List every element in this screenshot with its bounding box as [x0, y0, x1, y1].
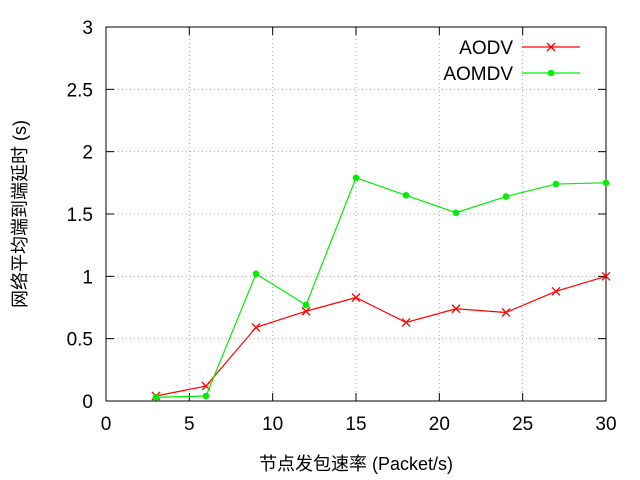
aodv-series-line [155, 275, 607, 397]
x-tick-label: 20 [429, 414, 450, 435]
axis-ticks: 0 5 10 15 20 25 30 0 0.5 1 1.5 2 2.5 3 [67, 18, 617, 435]
x-tick-label: 25 [512, 414, 533, 435]
aodv-data-point [551, 286, 561, 296]
aodv-legend-marker [546, 42, 556, 52]
x-tick-label: 0 [101, 414, 112, 435]
aodv-data-point [601, 271, 611, 281]
x-marker-stroke [501, 308, 511, 317]
aodv-data-point [351, 293, 361, 302]
x-marker-stroke [351, 293, 361, 302]
x-marker-stroke [546, 42, 556, 52]
series [151, 174, 611, 401]
aomdv-legend-label: AOMDV [443, 64, 513, 85]
x-marker-stroke [201, 381, 211, 391]
y-tick-label: 1 [82, 267, 93, 288]
x-tick-label: 15 [345, 414, 366, 435]
aomdv-data-point [452, 209, 460, 217]
x-marker-stroke [601, 271, 611, 281]
y-tick-label: 1.5 [67, 205, 93, 226]
aomdv-data-point [302, 301, 310, 309]
aodv-data-point [451, 304, 461, 314]
aodv-data-point [301, 306, 311, 316]
x-marker-stroke [451, 304, 461, 314]
aomdv-data-point [602, 179, 610, 187]
x-marker-stroke [251, 322, 261, 332]
aomdv-data-point [202, 392, 210, 400]
aodv-data-point [501, 308, 511, 317]
y-axis-label: 网络平均端到端延时 (s) [10, 120, 30, 308]
y-tick-label: 0 [82, 392, 93, 413]
aomdv-series-line [155, 177, 607, 398]
x-tick-label: 5 [184, 414, 195, 435]
x-axis-label: 节点发包速率 (Packet/s) [259, 454, 453, 474]
x-tick-label: 30 [595, 414, 616, 435]
aomdv-data-point [402, 192, 410, 199]
y-tick-label: 2 [82, 143, 93, 164]
aomdv-data-point [502, 193, 510, 200]
aomdv-data-point [352, 174, 360, 182]
aomdv-data-point [152, 393, 160, 401]
x-tick-label: 10 [262, 414, 283, 435]
legend: AODV AOMDV [443, 38, 580, 85]
x-marker-stroke [551, 286, 561, 296]
x-marker-stroke [401, 318, 411, 327]
aomdv-legend-marker [547, 69, 555, 77]
aodv-data-point [401, 318, 411, 327]
aomdv-data-point [552, 180, 560, 188]
y-tick-label: 0.5 [67, 330, 93, 351]
y-tick-label: 2.5 [67, 80, 93, 101]
y-tick-label: 3 [82, 18, 93, 39]
x-marker-stroke [301, 306, 311, 316]
grid [106, 27, 606, 401]
aodv-data-point [251, 322, 261, 332]
aomdv-data-point [252, 270, 260, 278]
aodv-legend-label: AODV [459, 38, 513, 59]
plot-frame [105, 26, 607, 402]
